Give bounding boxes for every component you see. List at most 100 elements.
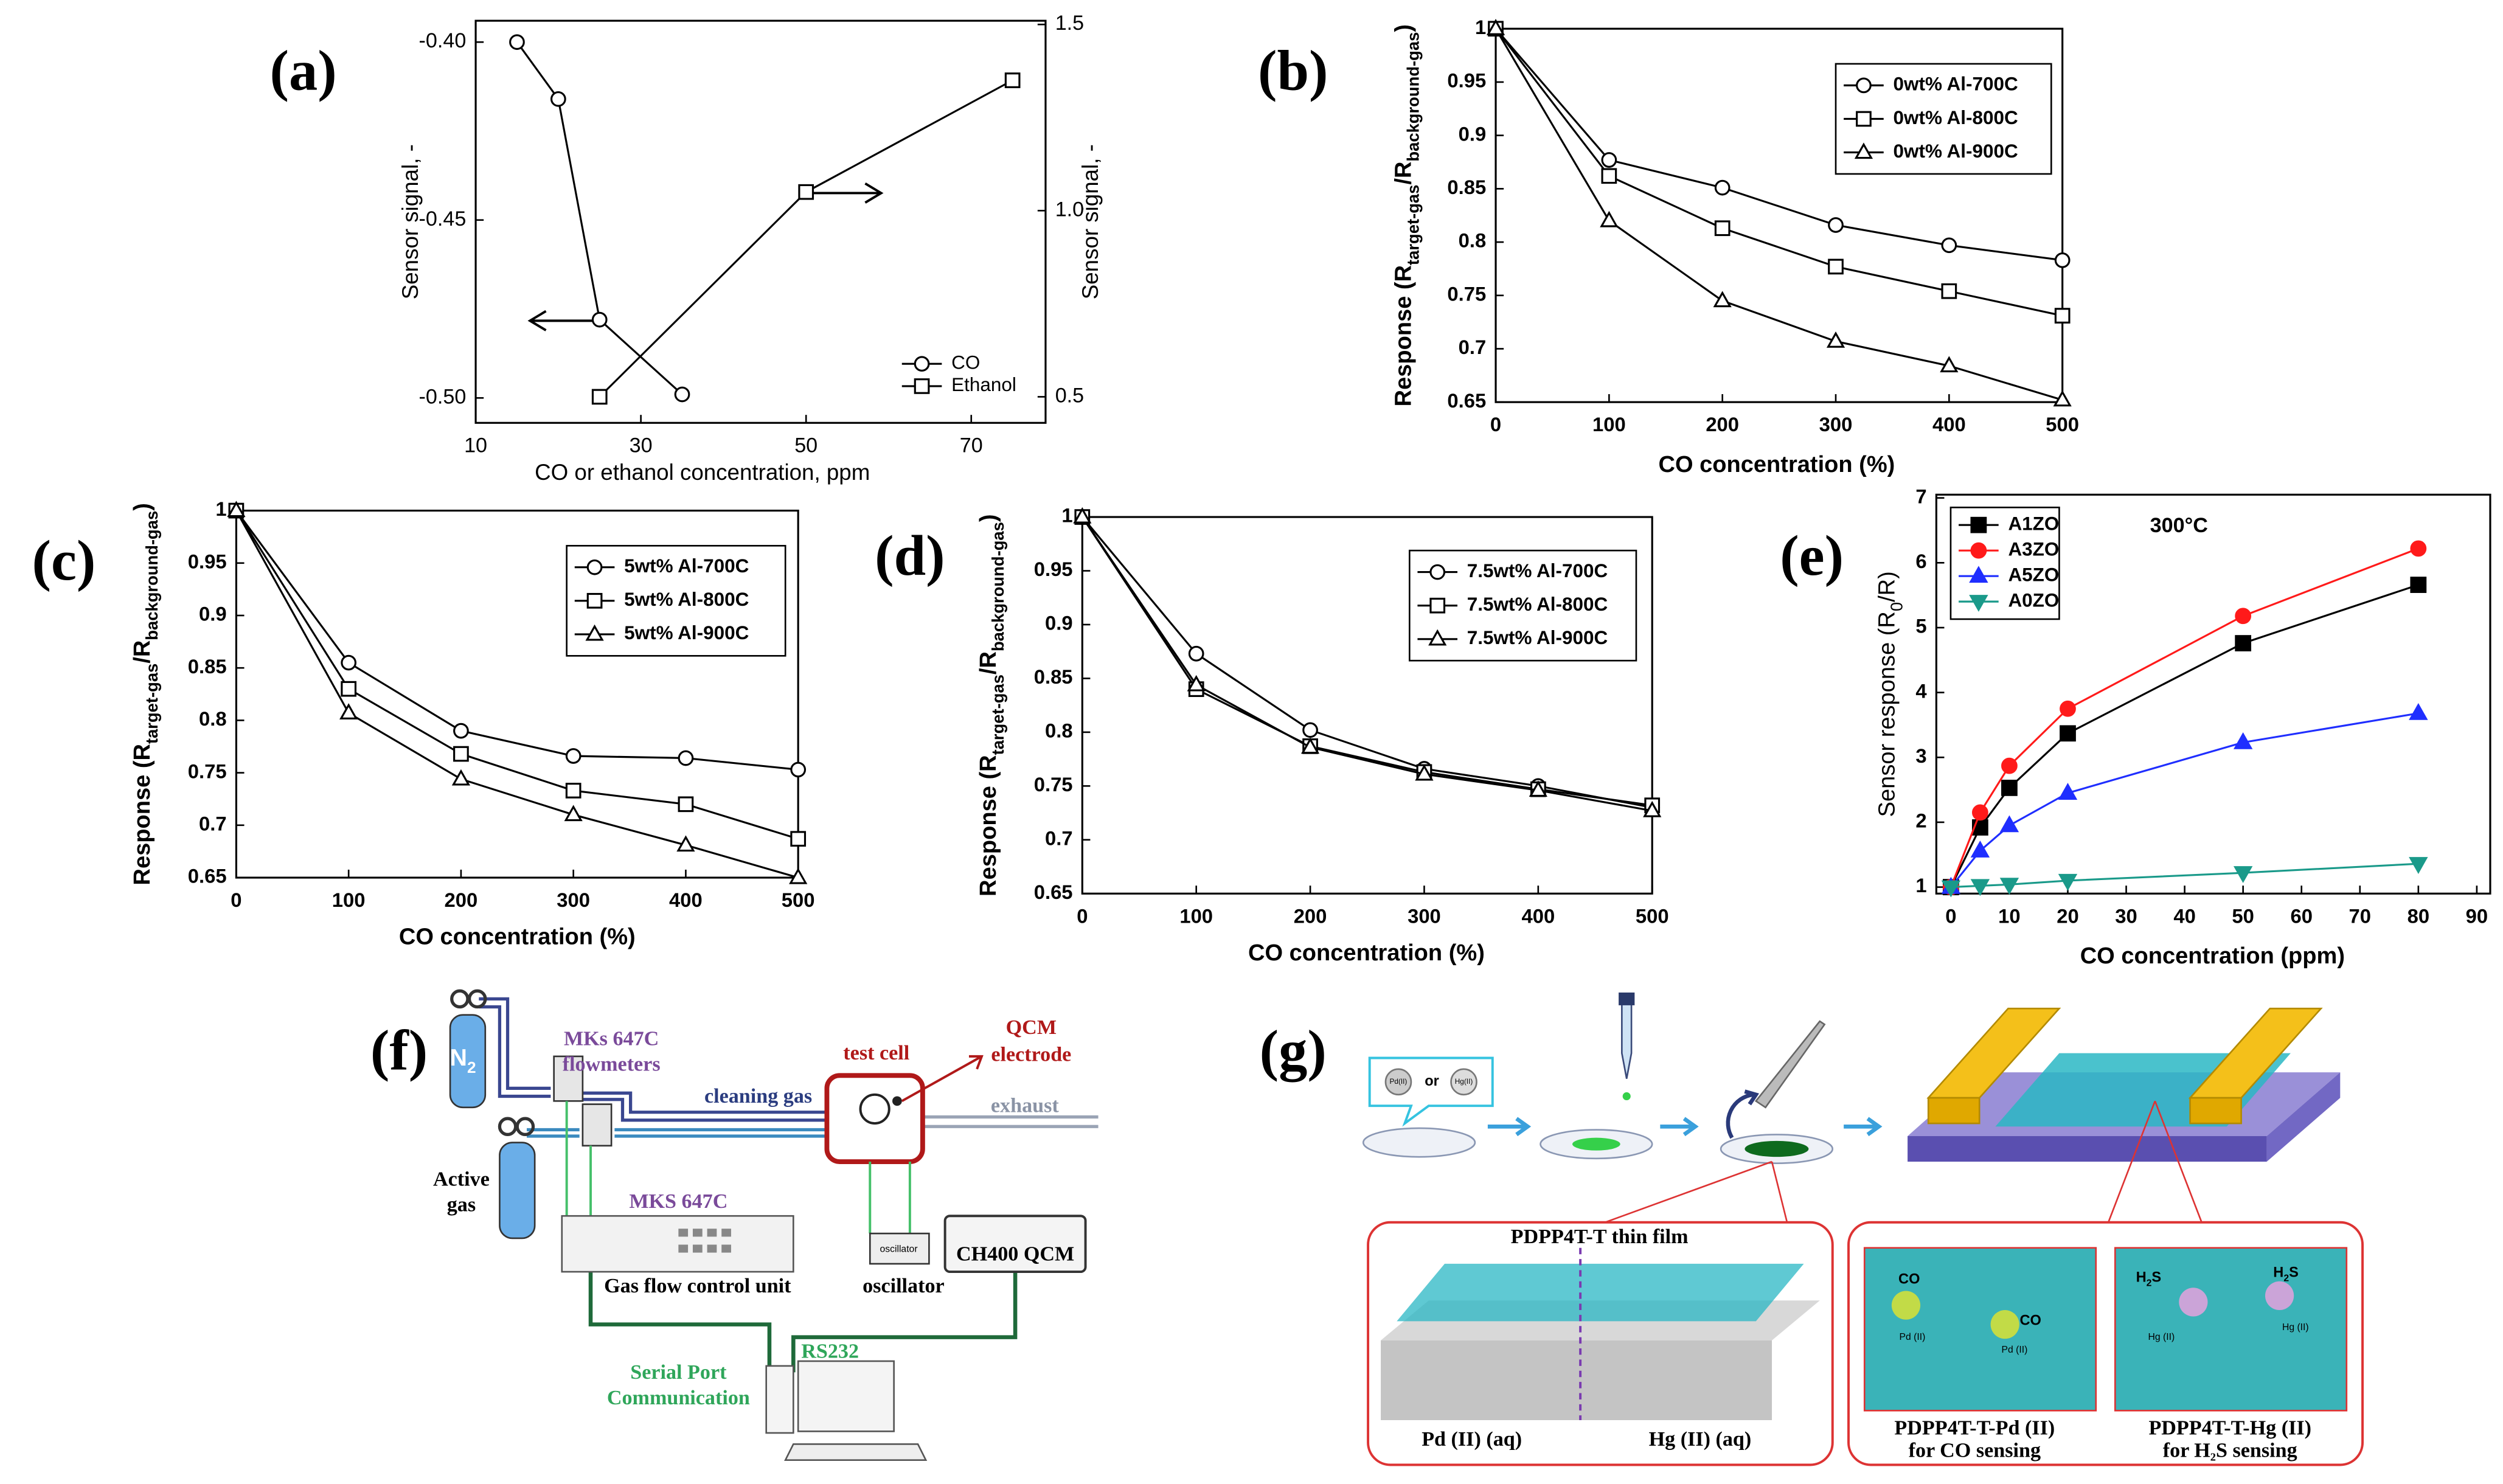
y-tick-label: 0.95	[188, 550, 227, 572]
chart: 0.65 0.7 0.75 0.8 0.85 0.9 0.95 1 0 100 200 300 400 5…	[1258, 16, 2079, 477]
plot-frame	[474, 19, 1047, 424]
legend-marker	[1856, 77, 1872, 94]
key	[707, 1244, 717, 1253]
chart: -0.40 -0.45 -0.50 0.5 1.0 1.5 10 30 50 70 CO or et…	[270, 12, 1103, 485]
key	[678, 1244, 689, 1253]
arrows-a	[527, 182, 884, 331]
oscillator-tag: oscillator	[880, 1244, 917, 1254]
marker	[1004, 72, 1021, 88]
arrow-left	[527, 310, 604, 331]
x-tick-label: 500	[782, 889, 815, 911]
series-line	[235, 510, 799, 771]
y-tick-label: 6	[1915, 550, 1926, 572]
x-tick-label: 300	[1819, 413, 1853, 435]
y-axis-label-part: Sensor response (R	[1875, 611, 1900, 817]
marker	[1828, 258, 1844, 275]
hg-site-label: Hg (II)	[2282, 1322, 2309, 1333]
y-tick-label: 0.9	[199, 603, 227, 625]
legend-label: A5ZO	[2008, 564, 2059, 585]
y-axis-label-part: target-gas	[142, 664, 161, 744]
y-tick-label: 0.9	[1459, 122, 1487, 145]
controller-box	[561, 1215, 794, 1273]
key	[721, 1244, 731, 1253]
dropper-bulb	[1619, 992, 1635, 1005]
y-axis-label: Response (Rtarget-gas/Rbackground-gas)	[1390, 24, 1422, 406]
marker	[1188, 645, 1204, 662]
diagram-f: (f) N2 Active gas MKs 647C flowmeters cl…	[370, 989, 1099, 1461]
x-tick-label: 400	[669, 889, 703, 911]
electrode-front	[2189, 1097, 2242, 1125]
marker	[2001, 757, 2018, 774]
panel-label: (e)	[1780, 524, 1844, 588]
legend-marker	[585, 624, 604, 641]
x-tick-label: 400	[1521, 904, 1555, 927]
pd-title: for CO sensing	[1909, 1439, 2041, 1461]
marker	[1529, 780, 1547, 797]
marker	[2058, 873, 2078, 891]
x-tick-label: 100	[332, 889, 366, 911]
oscillator-box	[869, 1232, 930, 1265]
marker	[2001, 780, 2018, 796]
marker	[591, 389, 608, 405]
marker	[1415, 764, 1434, 781]
key	[707, 1229, 717, 1237]
x-tick-label: 10	[1998, 904, 2020, 927]
y-tick-label: 0.85	[1447, 176, 1486, 198]
series-line	[235, 510, 799, 879]
marker	[2054, 308, 2071, 324]
panel-label: (g)	[1260, 1019, 1327, 1083]
legend-marker	[1428, 629, 1447, 646]
co-label: CO	[1898, 1271, 1920, 1287]
active-cylinder	[499, 1142, 536, 1240]
controller-label: Gas flow control unit	[604, 1275, 791, 1297]
or-label: or	[1425, 1073, 1439, 1089]
qcm-label: electrode	[991, 1044, 1071, 1066]
marker	[2060, 700, 2076, 717]
marker	[550, 91, 566, 107]
serial-line	[588, 1272, 1018, 1373]
series-line	[1495, 28, 2063, 401]
diagram-g: (g) Pd(II) or Hg(II) PDPP4T-T thin film	[1260, 992, 2364, 1466]
legend-label: 7.5wt% Al-900C	[1467, 627, 1608, 648]
legend-label: Ethanol	[951, 374, 1016, 395]
n2-cylinder	[449, 1014, 487, 1109]
y-axis-label-part: 0	[1887, 602, 1906, 611]
x-tick-label: 10	[464, 434, 487, 457]
exhaust-line	[922, 1115, 1099, 1128]
y-tick-label: 0.7	[1045, 827, 1073, 849]
panel-label: (d)	[875, 524, 945, 588]
h2s-part: H	[2136, 1270, 2147, 1286]
x-tick-label: 300	[557, 889, 590, 911]
series-line	[1081, 516, 1653, 812]
ion	[1384, 1068, 1412, 1096]
y-axis-label-part: background-gas	[988, 522, 1007, 651]
x-tick-label: 400	[1932, 413, 1966, 435]
x-tick-label: 20	[2057, 904, 2078, 927]
marker	[1970, 841, 1990, 858]
qcm-label: QCM	[1006, 1016, 1057, 1039]
h2s-label: H2S	[2273, 1265, 2299, 1283]
marker	[790, 831, 807, 847]
marker	[1601, 152, 1617, 168]
hg-title-part: for H	[2163, 1439, 2210, 1461]
film-label: PDPP4T-T thin film	[1511, 1226, 1689, 1248]
key	[678, 1229, 689, 1237]
marker	[341, 654, 357, 671]
marker	[1941, 237, 1957, 254]
legend-marker	[1854, 142, 1873, 159]
y-axis-label-part: /R	[130, 640, 155, 664]
panel-label: (c)	[32, 529, 96, 592]
marker	[2409, 702, 2428, 720]
x-axis-label: CO concentration (%)	[1658, 452, 1895, 477]
flowmeter	[553, 1055, 584, 1102]
y-axis-label-part: Response (R	[1390, 265, 1416, 406]
legend-marker	[1969, 595, 1988, 612]
y-axis-label-part: Response (R	[130, 744, 155, 885]
flowmeter	[581, 1103, 613, 1147]
valve	[515, 1117, 535, 1137]
controller-title: MKS 647C	[629, 1190, 727, 1213]
key	[692, 1244, 703, 1253]
marker	[2410, 540, 2427, 557]
legend-label: 0wt% Al-700C	[1893, 74, 2018, 95]
y-axis-label-part: target-gas	[988, 674, 1007, 755]
